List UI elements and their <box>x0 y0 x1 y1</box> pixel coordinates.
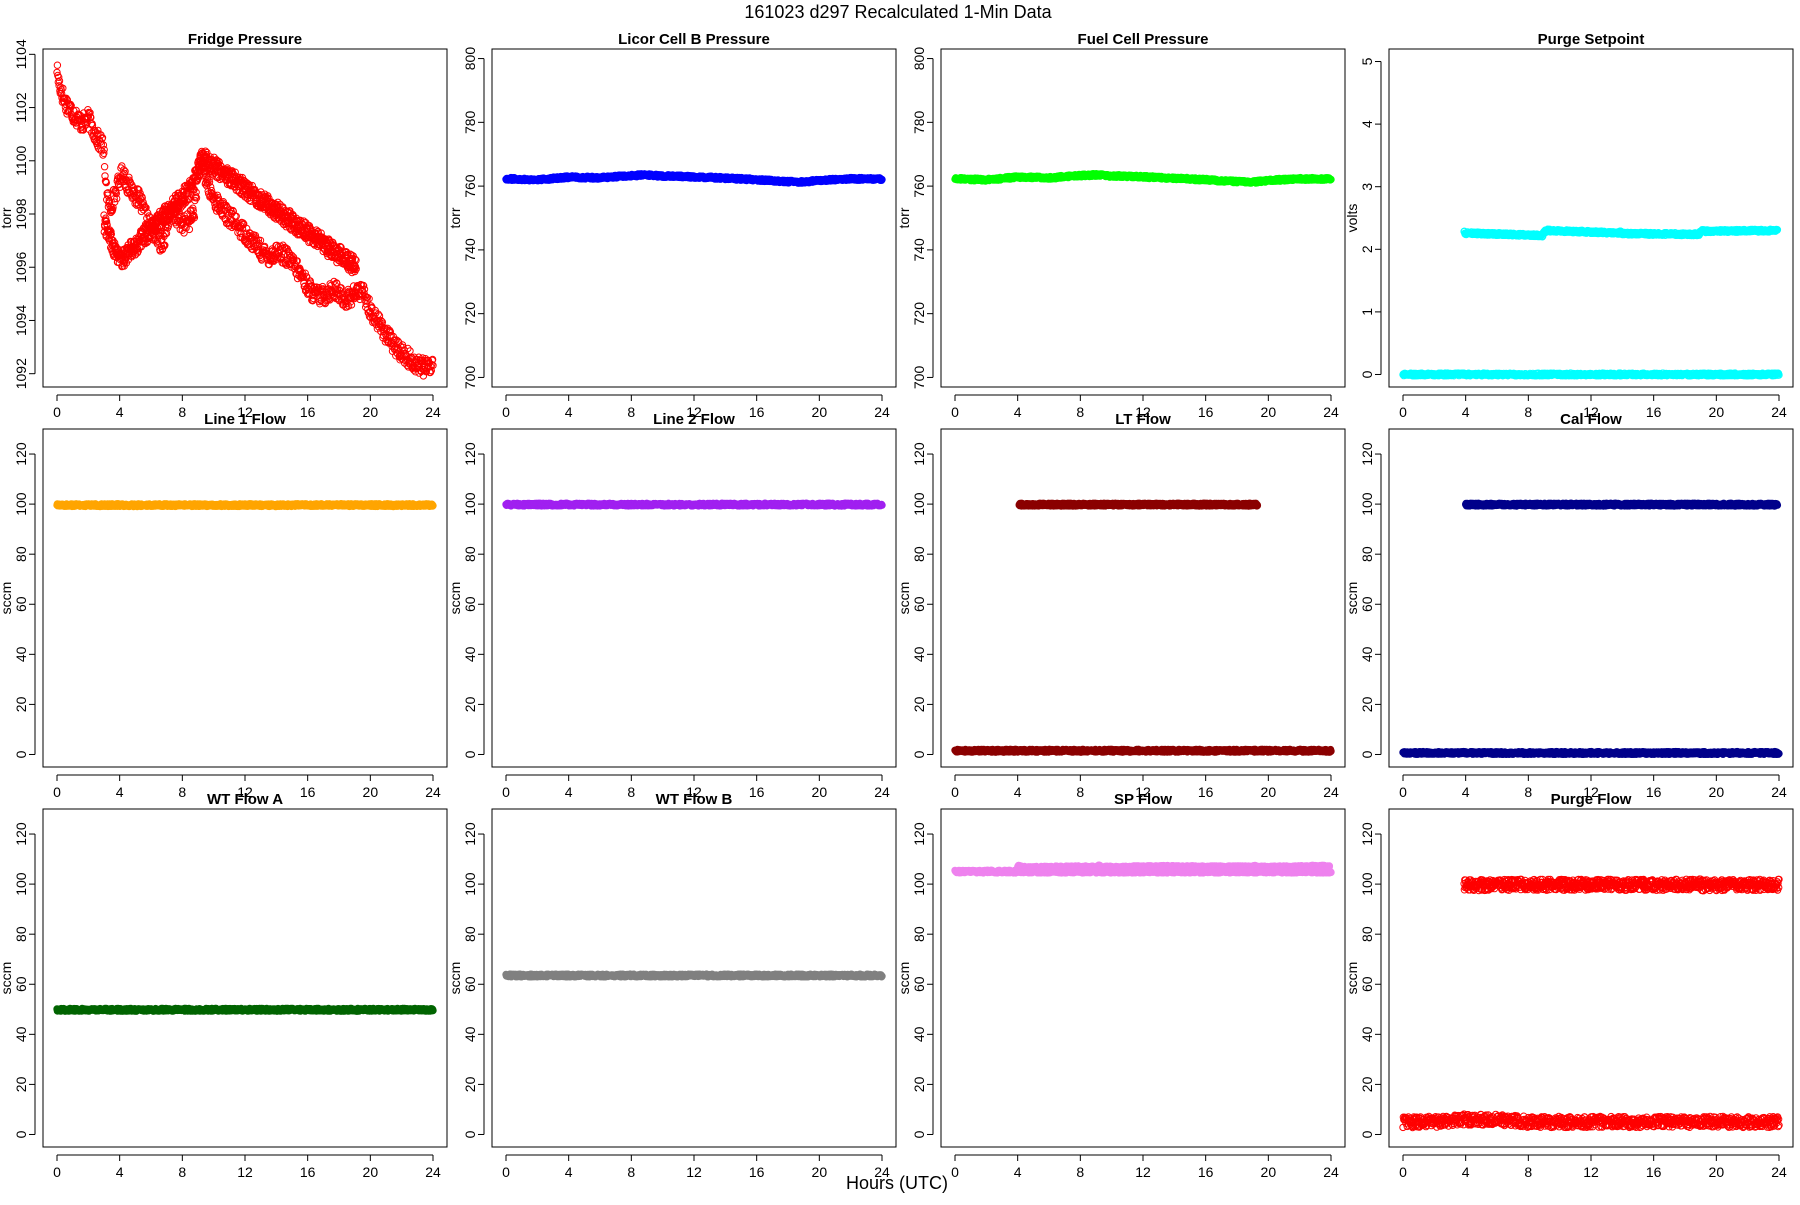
y-tick-label: 1102 <box>13 92 29 122</box>
data-points <box>1400 226 1782 379</box>
x-tick-label: 24 <box>1323 404 1339 420</box>
data-points <box>503 171 885 187</box>
y-tick-label: 760 <box>462 174 478 198</box>
y-axis: 0 1 2 3 4 5 <box>1359 57 1381 378</box>
panel-title: Licor Cell B Pressure <box>618 31 770 48</box>
y-axis-label: torr <box>447 207 463 228</box>
x-tick-label: 16 <box>1646 404 1662 420</box>
y-axis: 700 720 740 760 780 800 <box>911 47 933 389</box>
data-points <box>54 62 436 379</box>
x-tick-label: 0 <box>951 404 959 420</box>
y-tick-label: 720 <box>911 302 927 326</box>
x-tick-label: 20 <box>363 404 379 420</box>
panel-title: Purge Setpoint <box>1538 31 1645 48</box>
y-axis-label: torr <box>896 207 912 228</box>
y-tick-label: 700 <box>462 366 478 390</box>
panel-title: Fridge Pressure <box>188 31 302 48</box>
plot-frame <box>1389 49 1793 387</box>
x-tick-label: 20 <box>812 404 828 420</box>
y-axis: 700 720 740 760 780 800 <box>462 47 484 389</box>
x-tick-label: 0 <box>53 404 61 420</box>
y-tick-label: 2 <box>1359 245 1375 253</box>
x-tick-label: 8 <box>1076 404 1084 420</box>
plot-frame <box>941 49 1345 387</box>
data-point <box>879 176 885 182</box>
plot-frame <box>492 49 896 387</box>
x-tick-label: 24 <box>874 404 890 420</box>
y-tick-label: 1094 <box>13 305 29 336</box>
data-points <box>952 171 1334 187</box>
data-point <box>54 62 60 68</box>
y-tick-label: 1104 <box>13 39 29 69</box>
panel-title: Fuel Cell Pressure <box>1078 31 1209 48</box>
x-tick-label: 8 <box>1524 404 1532 420</box>
x-tick-label: 24 <box>425 404 441 420</box>
y-tick-label: 780 <box>462 110 478 134</box>
x-tick-label: 16 <box>300 404 316 420</box>
y-tick-label: 3 <box>1359 183 1375 191</box>
y-tick-label: 4 <box>1359 120 1375 128</box>
y-tick-label: 740 <box>911 238 927 262</box>
x-tick-label: 20 <box>1261 404 1277 420</box>
y-axis-label: torr <box>0 207 14 228</box>
y-tick-label: 800 <box>462 47 478 71</box>
x-tick-label: 20 <box>1709 404 1725 420</box>
y-tick-label: 780 <box>911 110 927 134</box>
main-title: 161023 d297 Recalculated 1-Min Data <box>744 2 1052 22</box>
x-tick-label: 0 <box>502 404 510 420</box>
y-tick-label: 720 <box>462 302 478 326</box>
y-tick-label: 740 <box>462 238 478 262</box>
y-tick-label: 0 <box>1359 370 1375 378</box>
y-tick-label: 800 <box>911 47 927 71</box>
y-tick-label: 1098 <box>13 198 29 229</box>
y-tick-label: 1 <box>1359 308 1375 316</box>
x-tick-label: 4 <box>1014 404 1022 420</box>
y-axis: 1092 1094 1096 1098 1100 1102 1104 <box>13 39 35 389</box>
x-tick-label: 8 <box>178 404 186 420</box>
y-tick-label: 1092 <box>13 358 29 389</box>
y-tick-label: 5 <box>1359 57 1375 65</box>
data-point <box>101 164 107 170</box>
x-axis-title: Hours (UTC) <box>846 1173 948 1193</box>
x-tick-label: 4 <box>116 404 124 420</box>
y-tick-label: 700 <box>911 366 927 390</box>
x-tick-label: 8 <box>627 404 635 420</box>
y-axis-label: volts <box>1344 204 1360 233</box>
x-tick-label: 24 <box>1771 404 1787 420</box>
y-tick-label: 1096 <box>13 251 29 282</box>
x-tick-label: 4 <box>1462 404 1470 420</box>
y-tick-label: 1100 <box>13 146 29 176</box>
x-tick-label: 4 <box>565 404 573 420</box>
x-tick-label: 16 <box>749 404 765 420</box>
x-tick-label: 0 <box>1399 404 1407 420</box>
y-tick-label: 760 <box>911 174 927 198</box>
data-point <box>1328 176 1334 182</box>
x-tick-label: 16 <box>1198 404 1214 420</box>
